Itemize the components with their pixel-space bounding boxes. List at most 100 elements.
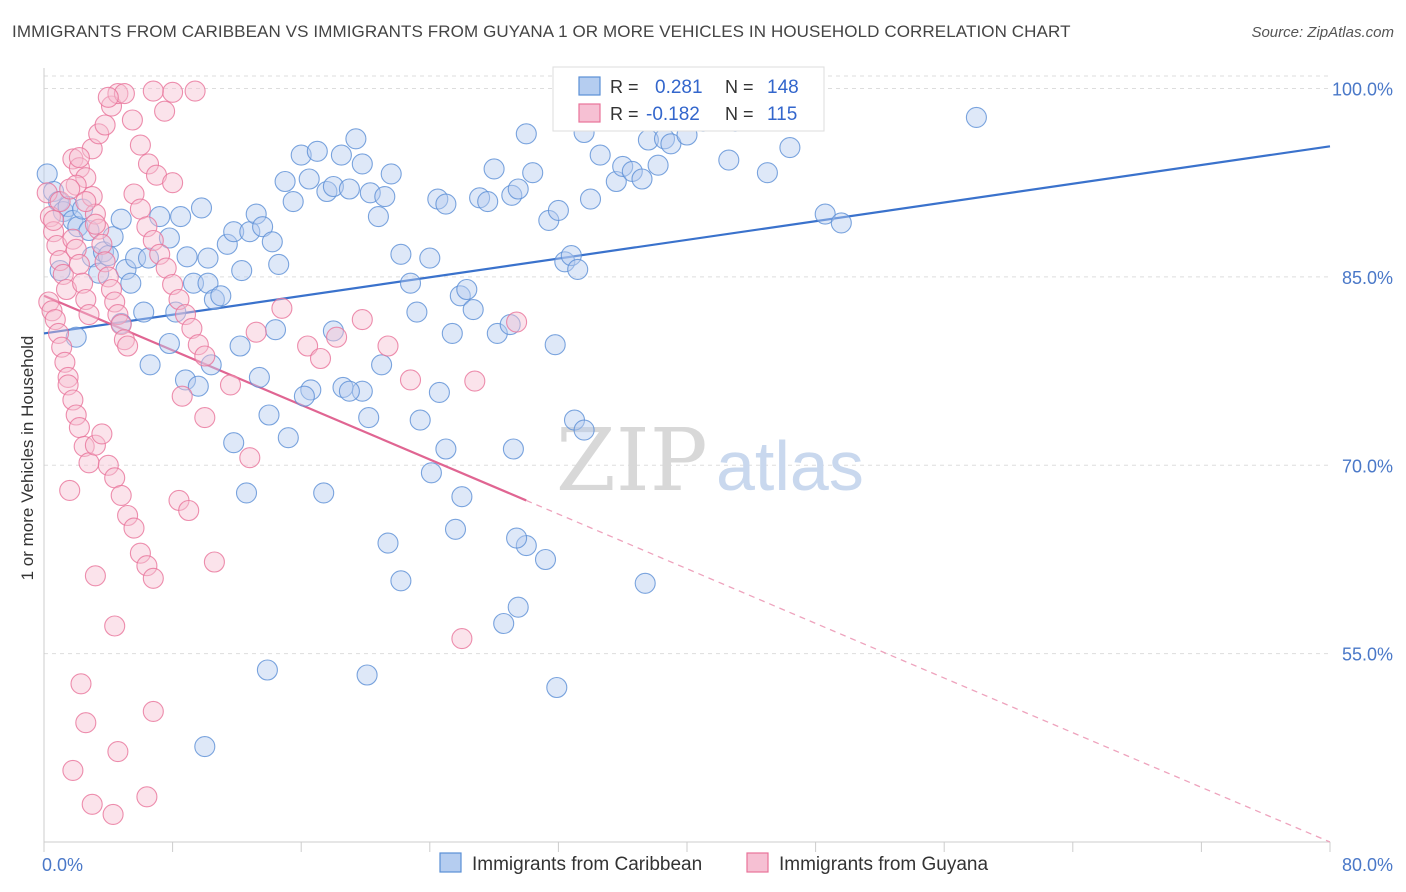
guyana-point (110, 484, 132, 506)
caribbean-point (139, 354, 161, 376)
guyana-point (155, 257, 177, 279)
caribbean-point (483, 158, 505, 180)
guyana-point (84, 434, 106, 456)
guyana-point (84, 565, 106, 587)
caribbean-point (409, 409, 431, 431)
caribbean-point (544, 334, 566, 356)
caribbean-point (110, 208, 132, 230)
caribbean-point (306, 140, 328, 162)
caribbean-point (718, 149, 740, 171)
guyana-point (142, 567, 164, 589)
guyana-point (104, 467, 126, 489)
caribbean-point (274, 170, 296, 193)
caribbean-point (756, 162, 778, 184)
legend-swatch-caribbean (578, 76, 601, 96)
legend-swatch-guyana (578, 103, 601, 123)
caribbean-point (245, 203, 267, 225)
caribbean-point (268, 253, 290, 275)
caribbean-point (356, 664, 378, 686)
caribbean-point (579, 188, 602, 210)
caribbean-point (293, 385, 315, 407)
guyana-point (104, 291, 126, 313)
guyana-point (75, 712, 97, 734)
caribbean-point (493, 612, 515, 635)
guyana-point (97, 266, 119, 288)
caribbean-point (547, 199, 569, 221)
chart-source: Source: ZipAtlas.com (1251, 24, 1394, 41)
caribbean-point (256, 659, 278, 681)
caribbean-point (338, 380, 360, 402)
caribbean-point (612, 155, 634, 177)
guyana-point (464, 370, 486, 392)
caribbean-point (367, 206, 389, 228)
watermark: ZIP atlas (556, 411, 864, 511)
caribbean-point (170, 206, 192, 228)
caribbean-point (477, 191, 499, 213)
caribbean-point (322, 320, 344, 342)
guyana-point (65, 404, 87, 426)
caribbean-point (420, 462, 442, 484)
guyana-point (129, 542, 151, 564)
caribbean-point (507, 596, 529, 618)
caribbean-point (36, 163, 58, 185)
guyana-point (113, 329, 135, 351)
data-points (36, 80, 987, 825)
axes (43, 68, 1331, 852)
caribbean-point (248, 366, 270, 388)
guyana-point (78, 304, 100, 326)
guyana-point (123, 517, 145, 539)
caribbean-point (197, 272, 219, 294)
guyana-point (113, 83, 135, 105)
caribbean-point (441, 322, 463, 344)
guyana-point (194, 345, 216, 367)
guyana-point (97, 86, 119, 108)
caribbean-point (451, 486, 473, 508)
caribbean-point (43, 180, 65, 203)
guyana-point (181, 317, 203, 339)
caribbean-point (554, 251, 576, 273)
caribbean-point (507, 178, 529, 200)
guyana-point (43, 209, 65, 231)
guyana-point (55, 278, 78, 301)
caribbean-point (660, 133, 682, 155)
caribbean-point (390, 243, 412, 265)
caribbean-point (133, 301, 155, 323)
caribbean-point (137, 247, 160, 269)
guyana-point (187, 334, 209, 356)
caribbean-point (406, 301, 428, 323)
guyana-point (219, 374, 242, 396)
caribbean-point (174, 369, 197, 391)
guyana-point (43, 221, 65, 243)
legend-n-label-caribbean: N = (725, 77, 754, 97)
caribbean-point (345, 128, 367, 150)
caribbean-point (380, 163, 402, 185)
guyana-point (149, 243, 171, 265)
guyana-trend-line-extension (525, 499, 1331, 843)
caribbean-point (282, 191, 304, 213)
guyana-point (297, 335, 319, 357)
guyana-point (162, 172, 184, 194)
caribbean-point (965, 106, 987, 128)
guyana-point (137, 153, 160, 175)
caribbean-point (120, 272, 142, 294)
guyana-point (68, 253, 90, 275)
x-tick-label: 0.0% (42, 855, 83, 875)
y-tick-label: 100.0% (1332, 80, 1393, 100)
caribbean-point (377, 532, 399, 554)
guyana-point (68, 417, 90, 439)
series-legend: Immigrants from Caribbean Immigrants fro… (439, 852, 988, 875)
guyana-point (451, 628, 473, 650)
guyana-point (73, 435, 95, 457)
guyana-point (136, 786, 158, 808)
caribbean-point (223, 432, 245, 454)
stats-legend: R = 0.281 N = 148 R = -0.182 N = 115 (552, 66, 825, 132)
caribbean-point (419, 247, 441, 269)
y-tick-label: 70.0% (1342, 456, 1393, 476)
tick-labels: 100.0% 85.0% 70.0% 55.0% 0.0% 80.0% (42, 80, 1393, 875)
caribbean-point (194, 736, 216, 758)
caribbean-point (261, 231, 283, 253)
caribbean-point (779, 137, 801, 159)
caribbean-point (277, 427, 299, 449)
guyana-point (154, 100, 176, 122)
caribbean-point (330, 144, 352, 166)
